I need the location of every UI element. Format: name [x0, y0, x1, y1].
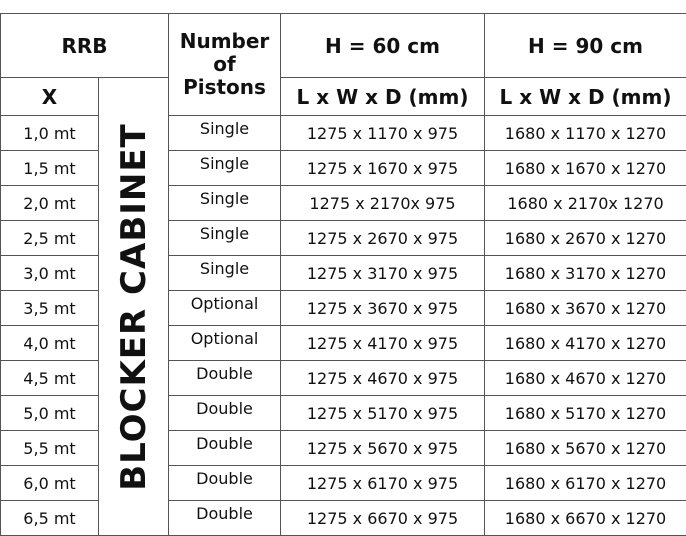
h60-dims-cell: 1275 x 3670 x 975	[281, 291, 485, 326]
pistons-cell: Single	[169, 151, 281, 186]
pistons-cell: Double	[169, 431, 281, 466]
h60-dims-cell: 1275 x 4170 x 975	[281, 326, 485, 361]
h60-dims-cell: 1275 x 1670 x 975	[281, 151, 485, 186]
h90-dims-cell: 1680 x 2670 x 1270	[485, 221, 686, 256]
x-header: X	[1, 78, 99, 116]
h90-dims-cell: 1680 x 6670 x 1270	[485, 501, 686, 536]
h60-dims-cell: 1275 x 2170x 975	[281, 186, 485, 221]
pistons-cell: Double	[169, 501, 281, 536]
h60-dims-cell: 1275 x 5170 x 975	[281, 396, 485, 431]
h90-dims-cell: 1680 x 3170 x 1270	[485, 256, 686, 291]
pistons-cell: Single	[169, 186, 281, 221]
h60-dims-cell: 1275 x 5670 x 975	[281, 431, 485, 466]
h90-dims-cell: 1680 x 3670 x 1270	[485, 291, 686, 326]
blocker-cabinet-label-cell: BLOCKER CABINET	[99, 78, 169, 536]
x-cell: 2,5 mt	[1, 221, 99, 256]
blocker-cabinet-label: BLOCKER CABINET	[114, 123, 154, 491]
h90-dims-cell: 1680 x 4170 x 1270	[485, 326, 686, 361]
x-cell: 6,0 mt	[1, 466, 99, 501]
pistons-cell: Single	[169, 221, 281, 256]
pistons-cell: Optional	[169, 326, 281, 361]
h90-dims-cell: 1680 x 5670 x 1270	[485, 431, 686, 466]
x-cell: 4,5 mt	[1, 361, 99, 396]
rrb-header: RRB	[1, 14, 169, 78]
x-cell: 5,5 mt	[1, 431, 99, 466]
h90-dims-cell: 1680 x 2170x 1270	[485, 186, 686, 221]
h60-dims-cell: 1275 x 2670 x 975	[281, 221, 485, 256]
h90-dims-cell: 1680 x 1170 x 1270	[485, 116, 686, 151]
x-cell: 1,5 mt	[1, 151, 99, 186]
x-cell: 3,0 mt	[1, 256, 99, 291]
h90-dims-cell: 1680 x 1670 x 1270	[485, 151, 686, 186]
pistons-cell: Double	[169, 396, 281, 431]
x-cell: 1,0 mt	[1, 116, 99, 151]
dims90-header: L x W x D (mm)	[485, 78, 686, 116]
pistons-cell: Double	[169, 361, 281, 396]
h90-dims-cell: 1680 x 4670 x 1270	[485, 361, 686, 396]
x-cell: 4,0 mt	[1, 326, 99, 361]
pistons-header-line: Pistons	[169, 76, 280, 99]
h90-dims-cell: 1680 x 6170 x 1270	[485, 466, 686, 501]
pistons-cell: Optional	[169, 291, 281, 326]
pistons-cell: Double	[169, 466, 281, 501]
pistons-cell: Single	[169, 256, 281, 291]
pistons-header-line: of	[169, 53, 280, 76]
h60-dims-cell: 1275 x 3170 x 975	[281, 256, 485, 291]
h60-header: H = 60 cm	[281, 14, 485, 78]
dims60-header: L x W x D (mm)	[281, 78, 485, 116]
pistons-header-line: Number	[169, 30, 280, 53]
dimensions-table: RRB Number of Pistons H = 60 cm H = 90 c…	[0, 13, 686, 536]
h60-dims-cell: 1275 x 6670 x 975	[281, 501, 485, 536]
h90-dims-cell: 1680 x 5170 x 1270	[485, 396, 686, 431]
x-cell: 6,5 mt	[1, 501, 99, 536]
pistons-cell: Single	[169, 116, 281, 151]
h60-dims-cell: 1275 x 1170 x 975	[281, 116, 485, 151]
x-cell: 2,0 mt	[1, 186, 99, 221]
pistons-header: Number of Pistons	[169, 14, 281, 116]
h90-header: H = 90 cm	[485, 14, 686, 78]
x-cell: 5,0 mt	[1, 396, 99, 431]
h60-dims-cell: 1275 x 4670 x 975	[281, 361, 485, 396]
h60-dims-cell: 1275 x 6170 x 975	[281, 466, 485, 501]
x-cell: 3,5 mt	[1, 291, 99, 326]
